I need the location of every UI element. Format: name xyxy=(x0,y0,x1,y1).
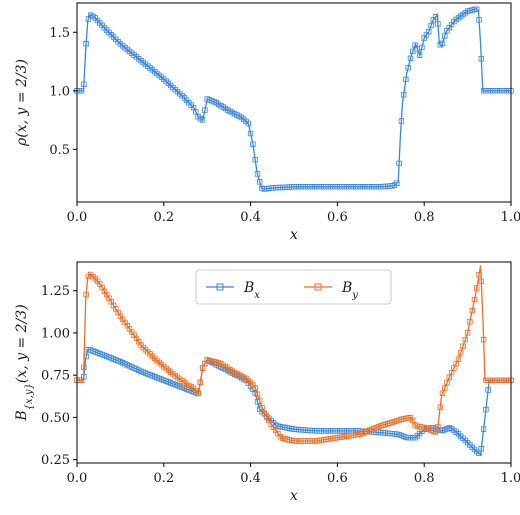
x-axis-label: x xyxy=(290,488,298,504)
data-point xyxy=(428,22,434,29)
data-point xyxy=(419,44,425,51)
data-point xyxy=(473,285,480,291)
x-tick-label: 1.0 xyxy=(501,210,520,225)
data-point xyxy=(455,356,462,362)
data-point xyxy=(442,33,448,39)
data-point xyxy=(81,81,87,87)
legend: Bx By xyxy=(195,269,392,305)
data-point xyxy=(252,384,258,391)
series-1-1 xyxy=(74,6,514,192)
x-tick-label: 0.4 xyxy=(240,210,261,225)
data-point xyxy=(476,271,482,278)
data-point xyxy=(78,88,85,94)
data-point xyxy=(460,343,466,349)
series-b-y xyxy=(74,265,514,444)
y-axis-label: B{x,y}(x, y = 2/3) xyxy=(14,304,35,421)
data-point xyxy=(457,350,464,356)
data-point xyxy=(403,76,409,83)
y-tick-label: 0.75 xyxy=(41,369,70,384)
data-point xyxy=(462,336,468,343)
data-point xyxy=(81,364,87,371)
legend-label: By xyxy=(341,280,358,301)
data-point xyxy=(197,379,203,386)
y-tick-label: 0.25 xyxy=(41,453,70,468)
data-point xyxy=(437,404,443,410)
data-point xyxy=(199,117,206,123)
data-point xyxy=(442,385,448,391)
data-point xyxy=(444,379,450,386)
x-tick-label: 0.6 xyxy=(327,471,348,486)
data-point xyxy=(435,423,441,430)
data-point xyxy=(252,156,258,163)
x-tick-label: 0.2 xyxy=(153,210,174,225)
data-point xyxy=(256,398,263,404)
x-tick-label: 0.8 xyxy=(414,210,435,225)
data-point xyxy=(471,296,478,303)
y-tick-label: 1.5 xyxy=(49,26,70,41)
data-point xyxy=(480,336,487,343)
y-tick-label: 1.00 xyxy=(41,326,70,341)
data-point xyxy=(83,291,89,298)
data-point xyxy=(254,171,261,177)
data-point xyxy=(245,120,251,127)
x-tick-label: 0.8 xyxy=(414,471,435,486)
data-point xyxy=(83,41,89,47)
data-point xyxy=(480,426,487,432)
data-point xyxy=(473,6,480,12)
data-point xyxy=(426,28,432,35)
data-point xyxy=(439,390,446,396)
data-point xyxy=(483,406,489,413)
data-point xyxy=(435,21,441,27)
data-point xyxy=(78,377,85,383)
y-tick-label: 0.50 xyxy=(41,411,70,426)
plot-frame xyxy=(76,261,512,464)
data-point xyxy=(478,56,484,62)
legend-marker xyxy=(314,283,322,291)
y-axis-label: ρ(x, y = 2/3) xyxy=(14,59,30,147)
data-point xyxy=(416,52,423,58)
data-point xyxy=(394,180,400,186)
data-point xyxy=(478,445,484,452)
y-tick-label: 1.25 xyxy=(41,284,70,299)
data-point xyxy=(407,55,414,62)
legend-marker xyxy=(216,283,224,291)
x-tick-label: 0.0 xyxy=(67,471,88,486)
data-point xyxy=(250,141,256,147)
x-tick-label: 1.0 xyxy=(501,471,520,486)
data-point xyxy=(259,404,265,411)
series-line xyxy=(77,8,511,190)
data-point xyxy=(485,387,491,393)
data-point xyxy=(254,391,261,397)
data-point xyxy=(247,130,254,137)
data-point xyxy=(467,319,473,325)
legend-box xyxy=(195,269,392,305)
data-point xyxy=(469,307,475,314)
data-point xyxy=(476,17,482,23)
data-point xyxy=(202,107,208,113)
data-point xyxy=(195,390,201,396)
data-point xyxy=(464,330,471,336)
x-tick-label: 0.2 xyxy=(153,471,174,486)
data-point xyxy=(256,179,263,185)
chart-panel-1: 0.0 0.2 0.4 0.6 0.8 1.0 0.5 1.0 1.5 x ρ(x, y = 2/3… xyxy=(14,2,520,243)
data-point xyxy=(432,14,439,20)
x-axis-label: x xyxy=(290,227,298,243)
x-tick-label: 0.4 xyxy=(240,471,261,486)
y-tick-label: 0.5 xyxy=(49,143,70,158)
chart-panel-2: 0.0 0.2 0.4 0.6 0.8 1.0 0.25 0.50 0.75 1.00 1.25 x B… xyxy=(14,261,520,504)
data-point xyxy=(396,160,402,167)
plot-frame xyxy=(76,2,512,203)
y-tick-label: 1.0 xyxy=(49,84,70,99)
data-point xyxy=(398,118,405,124)
legend-label: Bx xyxy=(243,280,260,301)
data-point xyxy=(400,92,407,98)
data-point xyxy=(478,278,484,285)
x-tick-label: 0.0 xyxy=(67,210,88,225)
data-point xyxy=(405,65,411,71)
x-tick-label: 0.6 xyxy=(327,210,348,225)
data-point xyxy=(439,40,446,47)
data-point xyxy=(432,429,439,435)
